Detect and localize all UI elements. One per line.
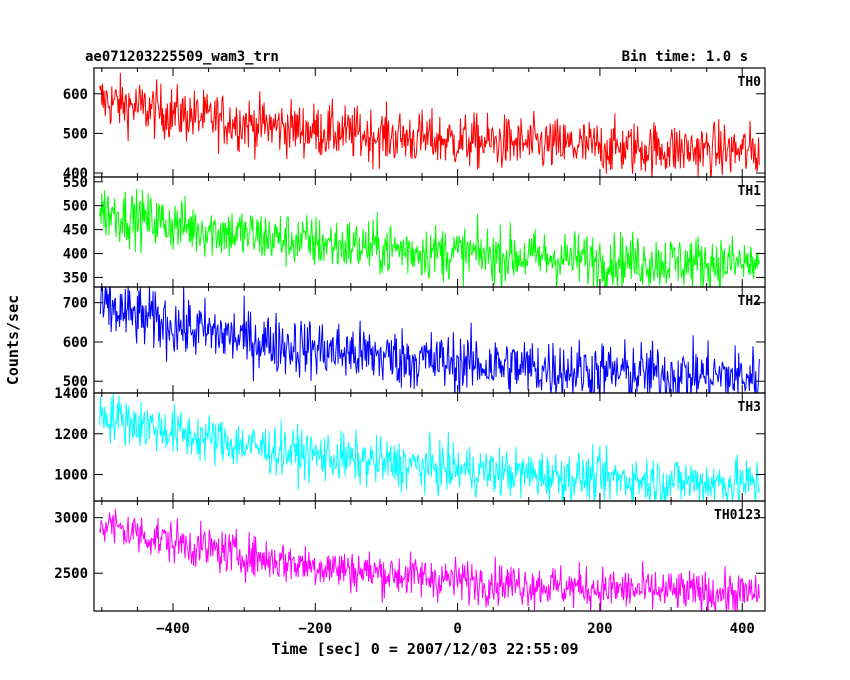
y-axis-label: Counts/sec — [4, 295, 22, 385]
panel-th0: 400 500 600 TH0 — [63, 67, 766, 182]
y-tick-label: 400 — [63, 247, 88, 263]
y-tick-label: 350 — [63, 270, 88, 286]
series-line-th0 — [99, 72, 760, 177]
series-line-th0123 — [99, 508, 760, 611]
series-line-th1 — [99, 188, 760, 287]
y-tick-label: 450 — [63, 223, 88, 239]
panel-th3: 1000 1200 1400 TH3 — [54, 386, 766, 502]
y-tick-label: 600 — [63, 87, 88, 103]
y-tick-label: 3000 — [54, 511, 88, 527]
x-axis: −400 −200 0 200 400 — [156, 621, 755, 637]
y-tick-label: 600 — [63, 335, 88, 351]
x-tick-label: 200 — [587, 621, 612, 637]
series-line-th2 — [99, 287, 760, 393]
panel-label-th2: TH2 — [738, 294, 761, 309]
x-tick-label: −400 — [156, 621, 190, 637]
y-tick-label: 700 — [63, 296, 88, 312]
panel-label-th1: TH1 — [738, 184, 762, 199]
y-tick-label: 550 — [63, 175, 88, 191]
x-tick-label: 400 — [730, 621, 755, 637]
panel-th1: 350 400 450 500 550 TH1 — [63, 175, 766, 288]
y-tick-label: 400 — [63, 166, 88, 182]
y-tick-label: 1000 — [54, 468, 88, 484]
x-axis-label: Time [sec] 0 = 2007/12/03 22:55:09 — [271, 640, 578, 658]
y-tick-label: 500 — [63, 126, 88, 142]
series-line-th3 — [99, 393, 760, 501]
panel-frame — [93, 500, 766, 612]
panel-th2: 500 600 700 TH2 — [63, 286, 766, 394]
panel-label-th0123: TH0123 — [714, 508, 761, 523]
y-tick-label: 2500 — [54, 566, 88, 582]
chart-title: ae071203225509_wam3_trn — [85, 49, 279, 65]
x-tick-label: 0 — [453, 621, 461, 637]
x-tick-label: −200 — [298, 621, 332, 637]
panel-th0123: 2500 3000 TH0123 — [54, 500, 766, 612]
y-tick-label: 500 — [63, 199, 88, 215]
y-tick-label: 1400 — [54, 386, 88, 402]
y-tick-label: 500 — [63, 374, 88, 390]
y-tick-label: 1200 — [54, 427, 88, 443]
panels-group: 400 500 600 TH0 350 400 450 500 550 TH1 500 600 700 T… — [54, 67, 766, 612]
panel-label-th3: TH3 — [738, 400, 761, 415]
panel-label-th0: TH0 — [738, 75, 762, 90]
bin-time-label: Bin time: 1.0 s — [622, 49, 748, 65]
